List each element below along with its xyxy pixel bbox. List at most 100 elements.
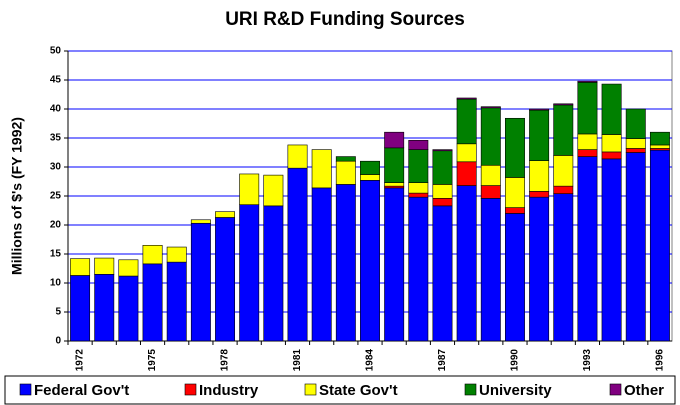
- bar-segment: [553, 185, 574, 194]
- x-tick-label: 1990: [510, 349, 521, 372]
- x-tick-label: 1993: [582, 349, 593, 372]
- bar-segment: [118, 275, 139, 342]
- bar-segment: [480, 198, 501, 342]
- bar-segment: [480, 106, 501, 109]
- bar-segment: [215, 211, 236, 218]
- bar-segment: [529, 108, 550, 111]
- bar-segment: [529, 109, 550, 161]
- bar-segment: [577, 156, 598, 342]
- bar-segment: [142, 263, 163, 342]
- bar-segment: [94, 273, 115, 342]
- bar-segment: [504, 177, 525, 208]
- bar-segment: [625, 138, 646, 149]
- bar-segment: [432, 184, 453, 199]
- bar-segment: [360, 160, 380, 175]
- bar-segment: [432, 198, 453, 207]
- bar-segment: [649, 131, 670, 146]
- legend-swatch: [464, 383, 477, 396]
- legend-box: [4, 375, 676, 405]
- bar-segment: [70, 258, 91, 276]
- bar-segment: [456, 143, 477, 163]
- legend-swatch: [304, 383, 317, 396]
- bar-segment: [504, 213, 525, 342]
- x-tick-label: 1981: [292, 349, 303, 372]
- bar-segment: [287, 167, 308, 342]
- bar-segment: [553, 193, 574, 342]
- bar-segment: [239, 204, 260, 342]
- bar-segment: [577, 149, 598, 157]
- bar-segment: [577, 82, 598, 135]
- legend-swatch: [609, 383, 622, 396]
- x-tick-label: 1975: [147, 349, 158, 372]
- bar-segment: [601, 134, 622, 153]
- bar-segment: [529, 160, 550, 192]
- bar-segment: [408, 182, 429, 194]
- bar-segment: [456, 97, 477, 100]
- bar-segment: [360, 174, 380, 181]
- bar-segment: [190, 222, 211, 342]
- y-tick-label: 25: [50, 191, 62, 202]
- y-tick-label: 40: [50, 104, 62, 115]
- bar-segment: [360, 180, 380, 342]
- bar-segment: [456, 185, 477, 342]
- y-tick-label: 30: [50, 162, 62, 173]
- y-tick-label: 5: [55, 307, 61, 318]
- bar-segment: [408, 140, 429, 150]
- bar-segment: [553, 155, 574, 187]
- y-tick-label: 15: [50, 249, 62, 260]
- legend-label: State Gov't: [319, 382, 398, 399]
- y-tick-label: 20: [50, 220, 62, 231]
- bar-segment: [601, 83, 622, 135]
- bar-segment: [311, 149, 332, 189]
- bar-segment: [408, 149, 429, 183]
- bar-segment: [408, 196, 429, 342]
- bar-segment: [70, 275, 91, 342]
- bar-segment: [335, 160, 356, 185]
- bar-segment: [601, 151, 622, 160]
- bar-segment: [456, 161, 477, 186]
- bar-segment: [529, 196, 550, 342]
- bar-segment: [480, 107, 501, 166]
- bar-segment: [311, 187, 332, 342]
- bar-segment: [263, 205, 284, 342]
- x-tick-label: 1972: [75, 349, 86, 372]
- legend-label: Industry: [199, 382, 259, 399]
- bar-segment: [480, 185, 501, 199]
- legend-swatch: [184, 383, 197, 396]
- legend-label: Federal Gov't: [34, 382, 129, 399]
- bar-segment: [287, 144, 308, 169]
- bar-segment: [215, 217, 236, 342]
- legend-label: Other: [624, 382, 664, 399]
- bar-segment: [432, 150, 453, 185]
- bar-segment: [625, 148, 646, 153]
- bar-segment: [384, 182, 405, 187]
- bar-segment: [335, 156, 356, 162]
- bar-segment: [456, 98, 477, 145]
- bar-segment: [142, 245, 163, 265]
- bar-segment: [384, 147, 405, 183]
- bar-segment: [553, 104, 574, 156]
- bar-segment: [577, 80, 598, 83]
- bar-segment: [166, 261, 187, 342]
- legend-swatch: [19, 383, 32, 396]
- bar-segment: [408, 192, 429, 198]
- y-tick-label: 45: [50, 75, 62, 86]
- bar-segment: [263, 174, 284, 207]
- y-tick-label: 10: [50, 278, 62, 289]
- x-tick-label: 1996: [655, 349, 666, 372]
- bar-segment: [384, 187, 405, 342]
- bar-segment: [504, 117, 525, 178]
- bar-segment: [190, 219, 211, 224]
- bar-segment: [577, 133, 598, 150]
- y-tick-label: 35: [50, 133, 62, 144]
- y-tick-label: 50: [50, 46, 62, 57]
- bar-segment: [94, 257, 115, 275]
- bar-segment: [529, 191, 550, 198]
- y-tick-label: 0: [55, 336, 61, 347]
- bar-segment: [432, 205, 453, 342]
- chart-title: URI R&D Funding Sources: [225, 9, 465, 30]
- bar-segment: [649, 149, 670, 342]
- x-tick-label: 1984: [365, 349, 376, 372]
- bar-segment: [504, 207, 525, 214]
